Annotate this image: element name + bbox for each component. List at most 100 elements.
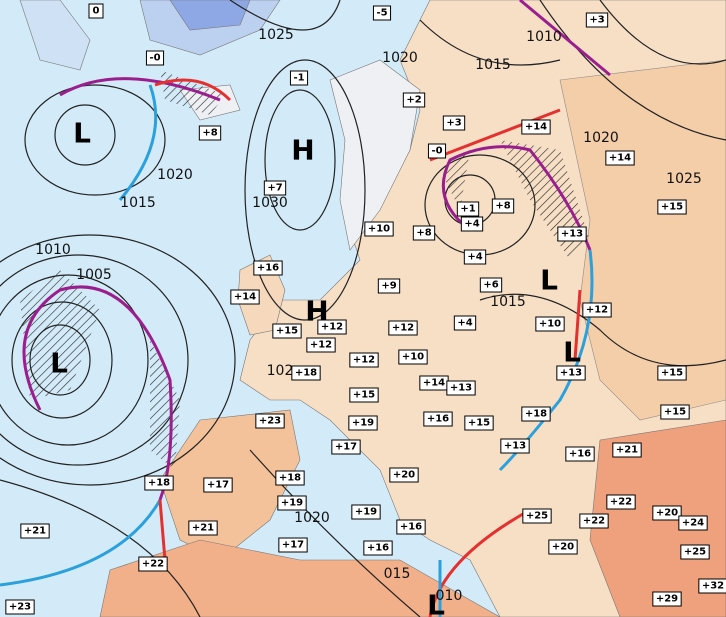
temperature-box: +8 (198, 125, 222, 141)
temperature-box: 0 (88, 3, 104, 19)
temperature-frame (460, 216, 484, 232)
temperature-frame (412, 225, 436, 241)
isobar-label: 015 (384, 566, 411, 582)
temperature-frame (349, 352, 379, 368)
temperature-frame (398, 349, 428, 365)
temperature-frame (349, 387, 379, 403)
isobar-label: 1010 (35, 242, 71, 258)
temperature-box: +14 (521, 119, 551, 135)
temperature-label: +10 (539, 319, 561, 330)
temperature-box: +25 (680, 544, 710, 560)
temperature-box: +23 (5, 599, 35, 615)
temperature-frame (605, 150, 635, 166)
temperature-frame (230, 289, 260, 305)
temperature-frame (582, 302, 612, 318)
temperature-box: +20 (389, 467, 419, 483)
temperature-box: +21 (20, 523, 50, 539)
temperature-frame (698, 578, 726, 594)
temperature-box: +22 (579, 513, 609, 529)
isobar-label: 1025 (258, 27, 294, 43)
temperature-label: +8 (416, 228, 431, 239)
temperature-label: +15 (664, 407, 686, 418)
temperature-frame (606, 494, 636, 510)
temperature-label: -0 (431, 146, 442, 157)
temperature-label: +8 (202, 128, 217, 139)
temperature-label: +32 (702, 581, 724, 592)
temperature-label: +22 (583, 516, 605, 527)
temperature-box: +17 (331, 439, 361, 455)
temperature-label: +19 (281, 498, 303, 509)
isobar-label: 1015 (490, 294, 526, 310)
temperature-box: +15 (464, 415, 494, 431)
temperature-frame (585, 12, 609, 28)
temperature-box: +23 (255, 413, 285, 429)
temperature-frame (652, 505, 682, 521)
temperature-box: -1 (289, 70, 309, 86)
temperature-label: +14 (609, 153, 631, 164)
temperature-box: +17 (203, 477, 233, 493)
temperature-frame (291, 365, 321, 381)
temperature-box: +4 (453, 315, 477, 331)
temperature-label: +15 (661, 368, 683, 379)
temperature-box: +16 (396, 519, 426, 535)
temperature-label: +4 (457, 318, 472, 329)
temperature-frame (5, 599, 35, 615)
temperature-label: +12 (586, 305, 608, 316)
temperature-frame (331, 439, 361, 455)
temperature-label: +9 (381, 281, 396, 292)
temperature-frame (278, 537, 308, 553)
temperature-frame (351, 504, 381, 520)
temperature-box: +8 (412, 225, 436, 241)
temperature-box: +13 (446, 380, 476, 396)
temperature-box: +18 (275, 470, 305, 486)
temperature-box: +10 (398, 349, 428, 365)
temperature-box: +18 (291, 365, 321, 381)
temperature-box: +22 (606, 494, 636, 510)
temperature-frame (556, 365, 586, 381)
temperature-frame (20, 523, 50, 539)
isobar-label: 1010 (526, 29, 562, 45)
temperature-box: +6 (479, 277, 503, 293)
temperature-label: +18 (295, 368, 317, 379)
temperature-box: -0 (427, 143, 447, 159)
temperature-frame (389, 467, 419, 483)
temperature-label: 0 (93, 6, 100, 17)
temperature-box: +20 (652, 505, 682, 521)
isobar-label: 1015 (120, 195, 156, 211)
temperature-box: +17 (278, 537, 308, 553)
temperature-label: +14 (525, 122, 547, 133)
temperature-label: +12 (310, 340, 332, 351)
temperature-frame (402, 92, 426, 108)
temperature-label: +23 (9, 602, 31, 613)
temperature-box: +12 (582, 302, 612, 318)
pressure-center: L (540, 264, 558, 297)
temperature-frame (453, 315, 477, 331)
temperature-frame (479, 277, 503, 293)
temperature-label: +13 (450, 383, 472, 394)
pressure-center: H (291, 134, 314, 167)
temperature-box: +21 (188, 520, 218, 536)
temperature-label: +20 (656, 508, 678, 519)
temperature-frame (317, 319, 347, 335)
temperature-label: +6 (483, 280, 498, 291)
temperature-frame (138, 556, 168, 572)
temperature-frame (442, 115, 466, 131)
temperature-frame (188, 520, 218, 536)
temperature-label: +15 (353, 390, 375, 401)
temperature-label: +24 (682, 518, 704, 529)
temperature-label: +12 (321, 322, 343, 333)
temperature-box: +15 (660, 404, 690, 420)
temperature-label: +12 (353, 355, 375, 366)
isobar-label: 1020 (583, 130, 619, 146)
temperature-box: +10 (535, 316, 565, 332)
pressure-center: L (50, 347, 68, 380)
temperature-box: +14 (230, 289, 260, 305)
temperature-label: +25 (684, 547, 706, 558)
temperature-frame (464, 415, 494, 431)
temperature-label: +13 (561, 229, 583, 240)
temperature-box: -0 (145, 50, 165, 66)
temperature-frame (678, 515, 708, 531)
temperature-label: +14 (234, 292, 256, 303)
temperature-box: +4 (460, 216, 484, 232)
